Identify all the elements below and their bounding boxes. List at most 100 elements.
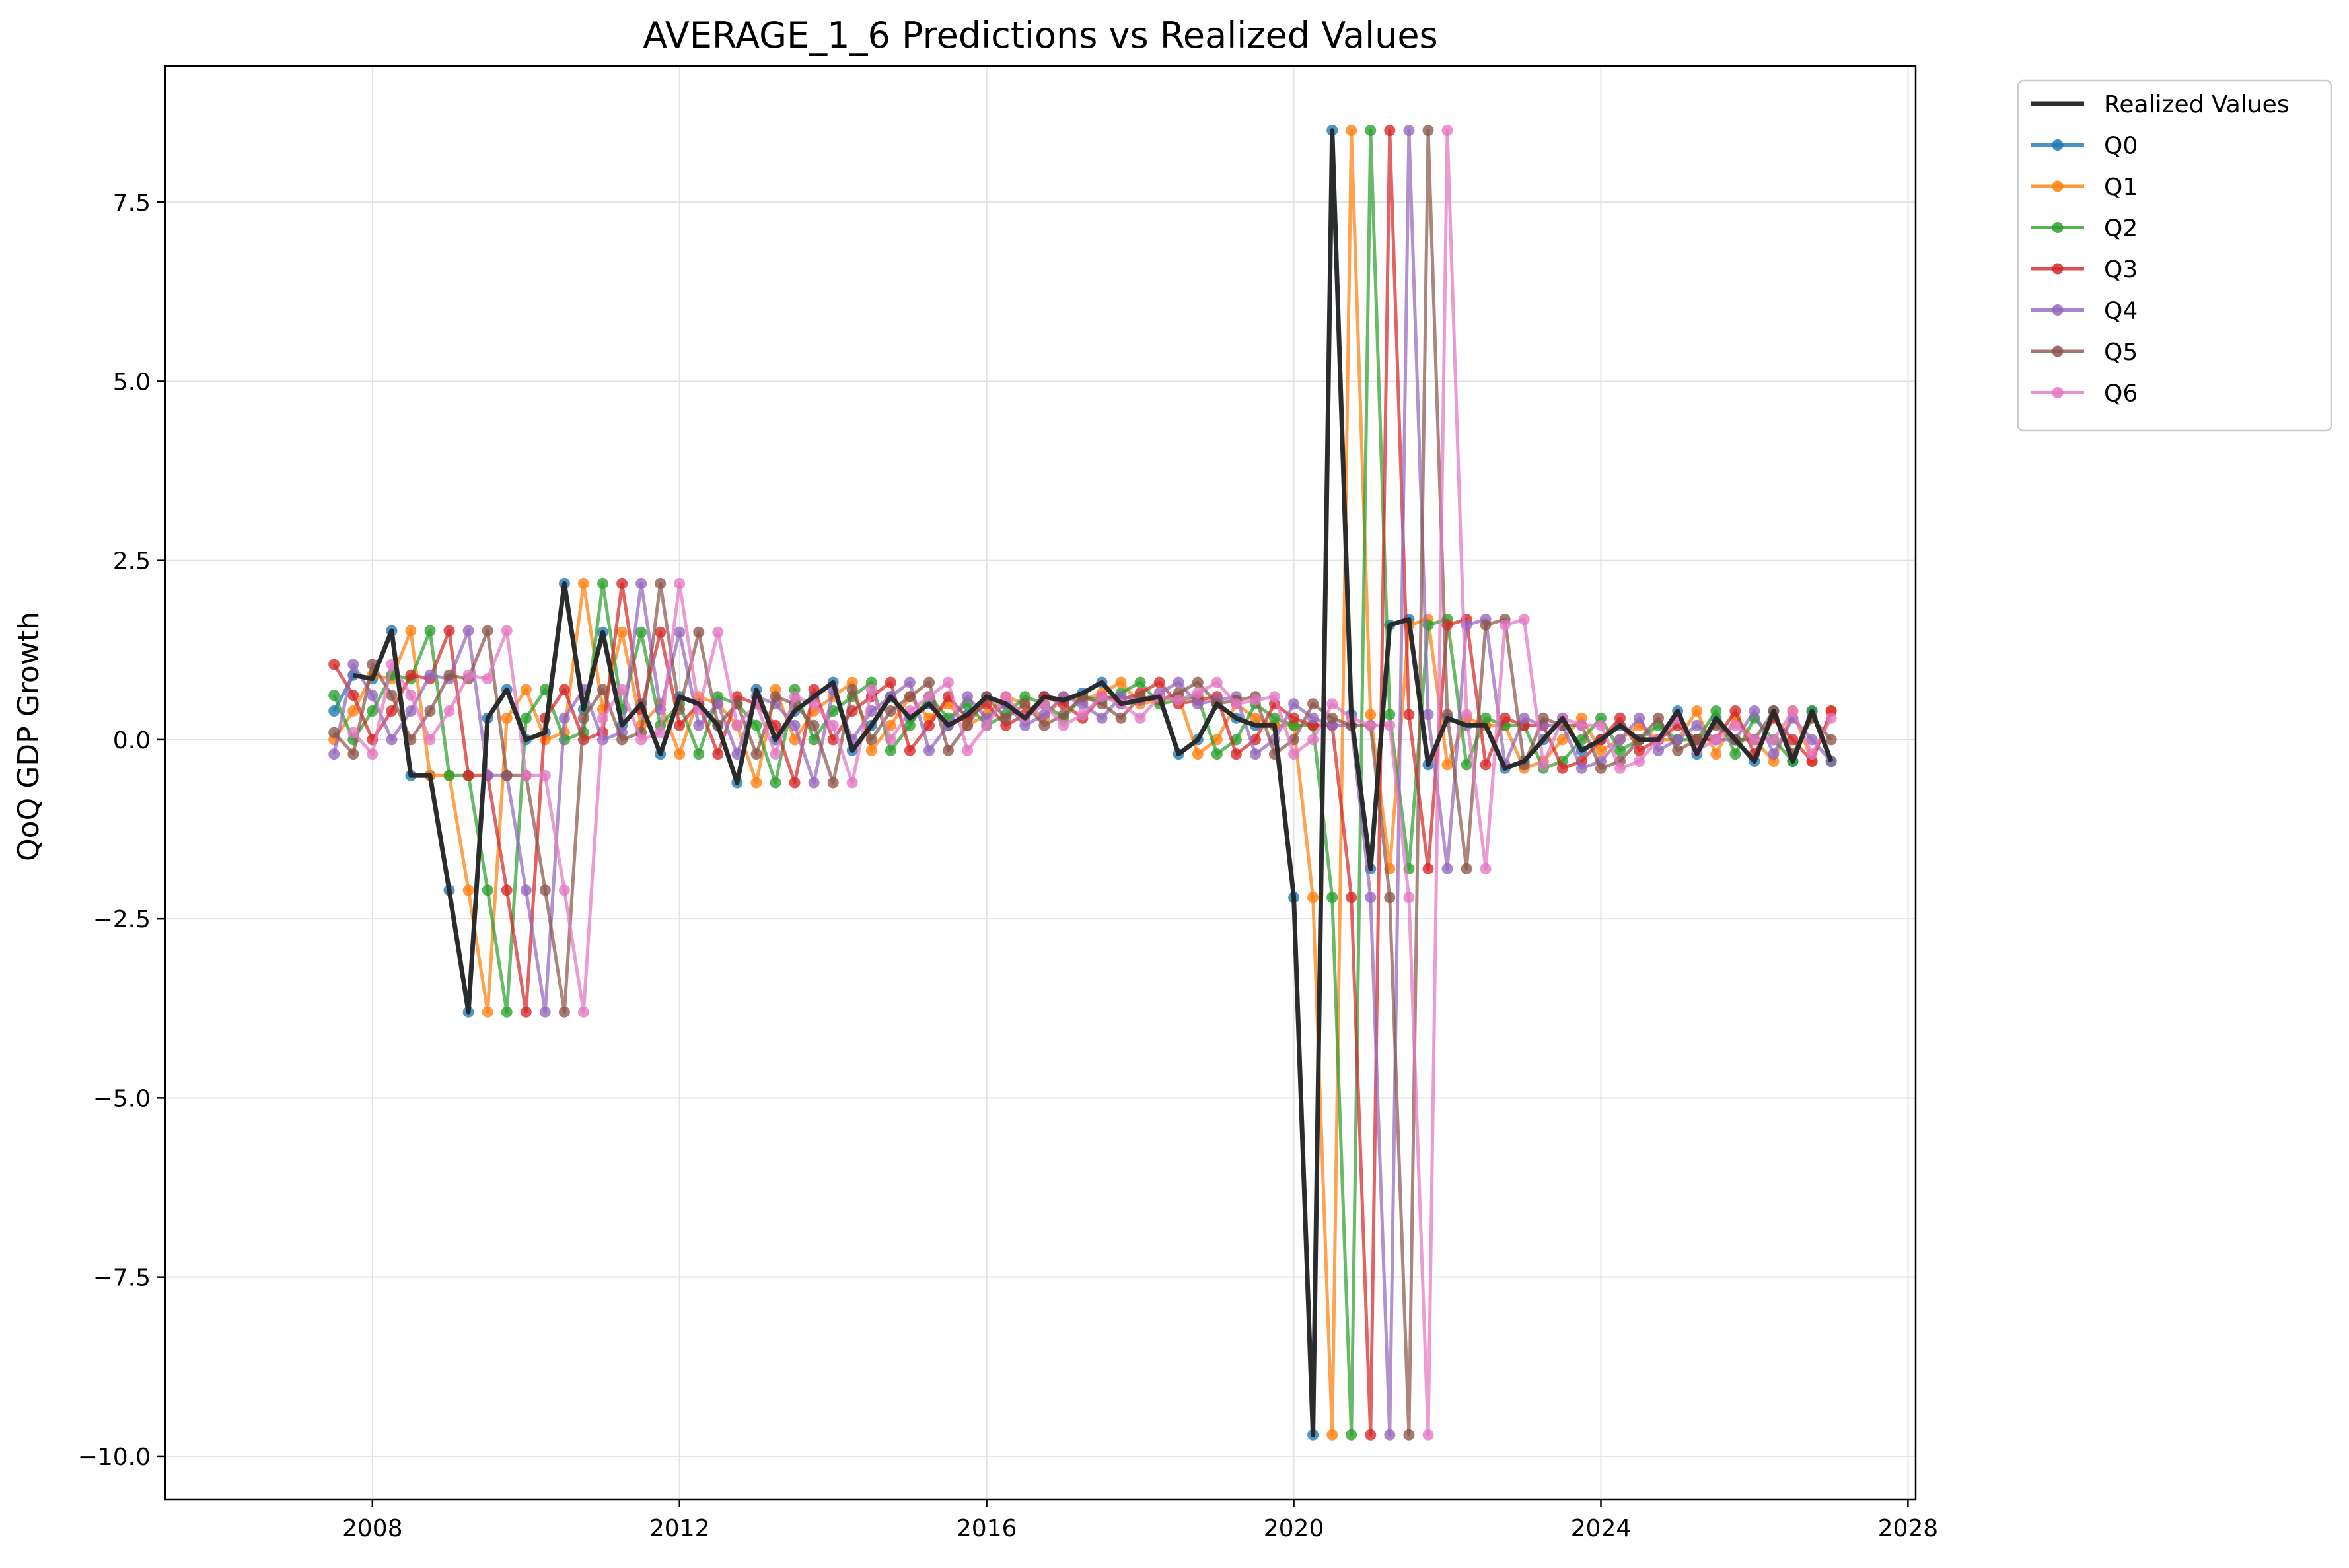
legend-label: Q1 bbox=[2104, 174, 2138, 201]
data-point bbox=[539, 884, 551, 896]
data-point bbox=[501, 1006, 513, 1018]
data-point bbox=[1729, 719, 1741, 731]
y-tick-label: 7.5 bbox=[113, 190, 151, 217]
data-point bbox=[1000, 712, 1012, 724]
data-point bbox=[1537, 759, 1549, 771]
data-point bbox=[1710, 748, 1722, 760]
data-point bbox=[731, 748, 743, 760]
data-point bbox=[1326, 698, 1338, 710]
data-point bbox=[1825, 734, 1837, 746]
data-point bbox=[923, 691, 935, 703]
data-point bbox=[462, 669, 474, 681]
data-point bbox=[424, 625, 436, 637]
data-point bbox=[1365, 892, 1377, 904]
data-point bbox=[1480, 712, 1492, 724]
data-point bbox=[1614, 762, 1626, 774]
legend-box bbox=[2017, 79, 2332, 432]
data-point bbox=[1653, 744, 1665, 756]
data-point bbox=[1384, 892, 1396, 904]
series-layer bbox=[328, 125, 1837, 1441]
data-point bbox=[520, 684, 532, 695]
legend-marker bbox=[2052, 263, 2064, 275]
data-point bbox=[462, 884, 474, 896]
legend-item: Q5 bbox=[2031, 339, 2138, 366]
data-point bbox=[1346, 125, 1357, 137]
legend-item: Q0 bbox=[2031, 133, 2138, 160]
data-point bbox=[789, 777, 801, 789]
data-point bbox=[827, 777, 839, 789]
data-point bbox=[424, 734, 436, 746]
series-line bbox=[353, 128, 1834, 1437]
data-point bbox=[1115, 712, 1127, 724]
data-point bbox=[501, 712, 513, 724]
legend-item: Q2 bbox=[2031, 215, 2138, 242]
data-point bbox=[1595, 719, 1607, 731]
data-point bbox=[1461, 863, 1472, 874]
data-point bbox=[789, 719, 801, 731]
data-point bbox=[1749, 705, 1760, 717]
data-point bbox=[635, 626, 647, 638]
data-point bbox=[1595, 762, 1607, 774]
y-tick-label: −7.5 bbox=[93, 1265, 151, 1292]
data-point bbox=[347, 690, 359, 701]
data-point bbox=[1326, 712, 1338, 724]
data-point bbox=[1403, 1429, 1415, 1441]
data-point bbox=[962, 719, 974, 731]
data-point bbox=[558, 1006, 570, 1018]
data-point bbox=[885, 705, 896, 717]
data-point bbox=[635, 577, 647, 589]
grid-lines bbox=[165, 66, 1916, 1499]
data-point bbox=[1749, 734, 1760, 746]
data-point bbox=[1307, 892, 1319, 904]
data-point bbox=[1096, 712, 1108, 724]
data-point bbox=[770, 691, 781, 703]
data-point bbox=[1537, 712, 1549, 724]
data-point bbox=[808, 777, 820, 789]
data-point bbox=[405, 669, 417, 681]
y-tick-label: −10.0 bbox=[78, 1444, 151, 1471]
data-point bbox=[693, 748, 705, 760]
x-axis: 2008 2012 2016 2020 2024 2028 bbox=[342, 1499, 1938, 1542]
data-point bbox=[443, 625, 455, 637]
legend-item: Q3 bbox=[2031, 256, 2138, 283]
data-point bbox=[367, 748, 379, 760]
data-point bbox=[1556, 734, 1568, 746]
data-point bbox=[328, 690, 340, 701]
data-point bbox=[347, 659, 359, 670]
data-point bbox=[827, 719, 839, 731]
data-point bbox=[1115, 676, 1127, 688]
data-point bbox=[1825, 712, 1837, 724]
data-point bbox=[1710, 734, 1722, 746]
data-point bbox=[885, 734, 896, 746]
data-point bbox=[904, 676, 916, 688]
x-tick-label: 2012 bbox=[649, 1515, 710, 1542]
data-point bbox=[367, 690, 379, 701]
data-point bbox=[1422, 125, 1434, 137]
data-point bbox=[635, 734, 647, 746]
data-point bbox=[328, 748, 340, 760]
data-point bbox=[577, 577, 589, 589]
data-point bbox=[846, 777, 858, 789]
data-point bbox=[1403, 125, 1415, 137]
data-point bbox=[1346, 1429, 1357, 1441]
data-point bbox=[577, 712, 589, 724]
x-tick-label: 2008 bbox=[342, 1515, 403, 1542]
data-point bbox=[1269, 691, 1280, 703]
data-point bbox=[1288, 748, 1300, 760]
data-point bbox=[674, 626, 686, 638]
data-point bbox=[943, 744, 954, 756]
data-point bbox=[1249, 712, 1261, 724]
legend-label: Q5 bbox=[2104, 339, 2138, 366]
data-point bbox=[1326, 892, 1338, 904]
data-point bbox=[616, 626, 628, 638]
data-point bbox=[386, 705, 398, 717]
data-point bbox=[1000, 691, 1012, 703]
series-realized-values bbox=[353, 128, 1834, 1437]
data-point bbox=[770, 748, 781, 760]
data-point bbox=[1806, 734, 1818, 746]
legend: Realized Values Q0 Q1 Q2 Q3 Q4 Q5 Q6 bbox=[2017, 79, 2332, 432]
legend-item: Q6 bbox=[2031, 380, 2138, 408]
data-point bbox=[1058, 709, 1069, 721]
data-point bbox=[655, 727, 667, 738]
